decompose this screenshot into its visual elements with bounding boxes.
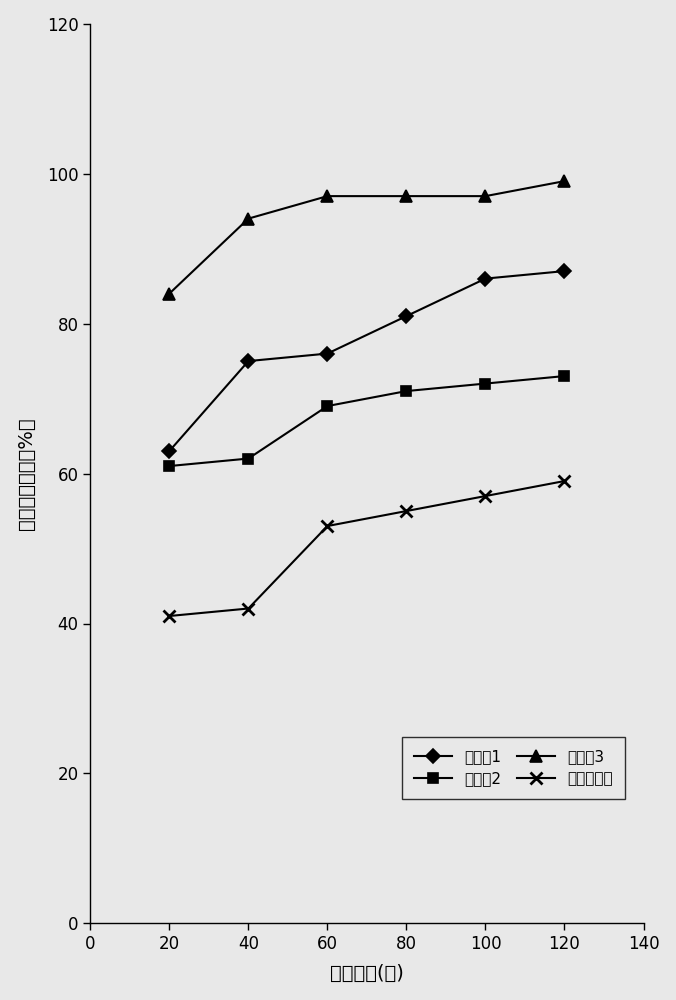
Line: 实施例1: 实施例1 bbox=[164, 266, 569, 456]
实施例2 bbox=[244, 453, 252, 465]
Line: 市售某品牌: 市售某品牌 bbox=[163, 475, 571, 622]
实施例3 bbox=[244, 213, 252, 225]
实施例2 bbox=[166, 460, 174, 472]
实施例3 bbox=[323, 190, 331, 202]
实施例1 bbox=[166, 445, 174, 457]
市售某品牌 bbox=[323, 520, 331, 532]
Y-axis label: 絮凝剂溶解率（%）: 絮凝剂溶解率（%） bbox=[17, 417, 36, 530]
市售某品牌 bbox=[166, 610, 174, 622]
实施例3 bbox=[560, 175, 569, 187]
市售某品牌 bbox=[481, 490, 489, 502]
实施例1 bbox=[402, 310, 410, 322]
Line: 实施例3: 实施例3 bbox=[163, 175, 571, 300]
实施例3 bbox=[166, 288, 174, 300]
实施例3 bbox=[481, 190, 489, 202]
实施例2 bbox=[402, 385, 410, 397]
实施例2 bbox=[323, 400, 331, 412]
实施例1 bbox=[560, 265, 569, 277]
实施例1 bbox=[323, 348, 331, 360]
X-axis label: 处理时间(月): 处理时间(月) bbox=[330, 964, 404, 983]
市售某品牌 bbox=[244, 603, 252, 615]
市售某品牌 bbox=[560, 475, 569, 487]
实施例1 bbox=[481, 273, 489, 285]
实施例2 bbox=[560, 370, 569, 382]
实施例1 bbox=[244, 355, 252, 367]
市售某品牌 bbox=[402, 505, 410, 517]
Legend: 实施例1, 实施例2, 实施例3, 市售某品牌: 实施例1, 实施例2, 实施例3, 市售某品牌 bbox=[402, 737, 625, 799]
实施例3 bbox=[402, 190, 410, 202]
实施例2 bbox=[481, 378, 489, 390]
Line: 实施例2: 实施例2 bbox=[164, 371, 569, 471]
